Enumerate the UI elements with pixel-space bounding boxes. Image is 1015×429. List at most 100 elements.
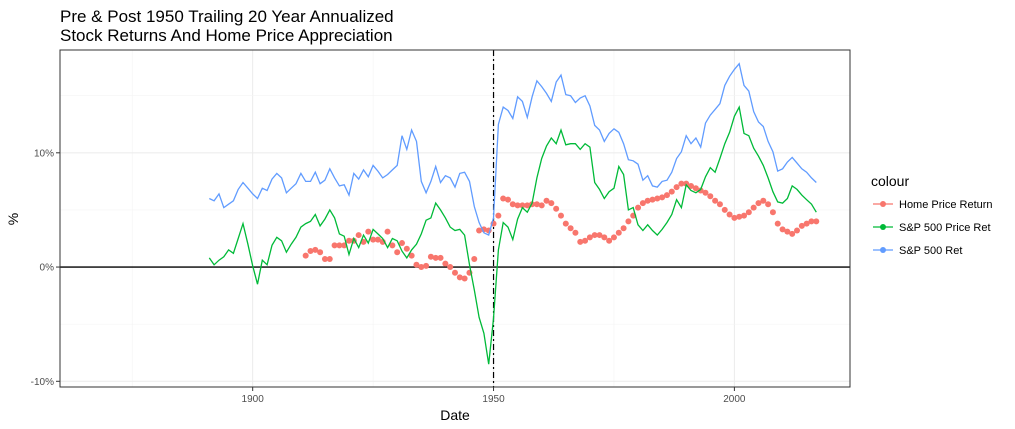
- series-point: [813, 218, 820, 225]
- series-point: [601, 234, 608, 241]
- series-point: [317, 249, 324, 256]
- series-point: [654, 195, 661, 202]
- y-tick-label: 0%: [40, 263, 55, 274]
- y-axis-ticks: -10% 0% 10%: [31, 148, 60, 388]
- series-point: [639, 200, 646, 207]
- series-point: [649, 196, 656, 203]
- series-point: [302, 252, 309, 259]
- series-point: [721, 206, 728, 213]
- series-point: [500, 195, 507, 202]
- series-point: [321, 256, 328, 263]
- series-point: [538, 202, 545, 209]
- x-axis-title: Date: [440, 407, 470, 423]
- series-point: [803, 220, 810, 227]
- series-point: [346, 237, 353, 244]
- series-point: [504, 196, 511, 203]
- series-point: [399, 240, 406, 247]
- series-point: [688, 182, 695, 189]
- series-point: [509, 201, 516, 208]
- series-point: [533, 201, 540, 208]
- series-point: [779, 226, 786, 233]
- series-point: [418, 264, 425, 271]
- series-point: [702, 189, 709, 196]
- series-point: [798, 222, 805, 229]
- series-point: [794, 227, 801, 234]
- series-point: [678, 180, 685, 187]
- legend-title: colour: [871, 173, 909, 189]
- series-point: [712, 197, 719, 204]
- series-point: [615, 229, 622, 236]
- series-point: [789, 230, 796, 237]
- series-point: [384, 228, 391, 235]
- series-point: [736, 213, 743, 220]
- chart-title-line-1: Pre & Post 1950 Trailing 20 Year Annuali…: [60, 7, 394, 26]
- series-point: [442, 260, 449, 267]
- series-point: [355, 232, 362, 239]
- series-point: [769, 209, 776, 216]
- x-axis-ticks: 1900 1950 2000: [242, 387, 746, 405]
- legend-label: Home Price Return: [899, 199, 993, 211]
- series-point: [331, 242, 338, 249]
- series-point: [548, 200, 555, 207]
- series-point: [606, 237, 613, 244]
- series-point: [596, 232, 603, 239]
- series-point: [683, 180, 690, 187]
- series-layer: [208, 62, 820, 365]
- legend: colour Home Price Return S&P 500 Price Re…: [871, 173, 993, 257]
- series-point: [557, 212, 564, 219]
- series-point: [567, 225, 574, 232]
- series-point: [760, 197, 767, 204]
- series-point: [553, 205, 560, 212]
- y-tick-label: 10%: [34, 148, 54, 159]
- series-point: [365, 228, 372, 235]
- series-point: [625, 218, 632, 225]
- legend-key-point: [880, 201, 886, 207]
- series-point: [741, 212, 748, 219]
- series-point: [370, 236, 377, 243]
- series-point: [514, 202, 521, 209]
- series-point: [784, 228, 791, 235]
- series-point: [408, 252, 415, 259]
- x-tick-label: 1900: [242, 394, 265, 405]
- series-point: [437, 254, 444, 261]
- series-point: [707, 193, 714, 200]
- series-point: [726, 211, 733, 218]
- series-point: [456, 274, 463, 281]
- series-point: [495, 212, 502, 219]
- series-point: [663, 192, 670, 199]
- series-point: [543, 197, 550, 204]
- series-point: [659, 194, 666, 201]
- series-point: [519, 202, 526, 209]
- series-point: [452, 269, 458, 276]
- series-point: [562, 220, 569, 227]
- series-point: [716, 201, 723, 208]
- series-point: [697, 187, 704, 194]
- x-tick-label: 2000: [723, 394, 746, 405]
- series-point: [610, 234, 617, 241]
- series-point: [307, 248, 314, 255]
- series-point: [403, 245, 410, 252]
- series-point: [447, 264, 454, 271]
- legend-key-point: [880, 247, 886, 253]
- legend-label: S&P 500 Price Ret: [899, 222, 991, 234]
- series-point: [668, 188, 675, 195]
- series-point: [374, 236, 381, 243]
- series-point: [432, 254, 439, 261]
- series-point: [427, 253, 434, 260]
- legend-key-point: [880, 224, 886, 230]
- series-point: [524, 202, 531, 209]
- series-point: [591, 232, 598, 239]
- series-point: [312, 246, 319, 253]
- chart-title-line-2: Stock Returns And Home Price Appreciatio…: [60, 26, 393, 45]
- series-point: [750, 204, 757, 211]
- series-point: [692, 185, 699, 192]
- series-point: [326, 256, 333, 263]
- x-tick-label: 1950: [482, 394, 505, 405]
- y-tick-label: -10%: [31, 377, 54, 388]
- series-point: [586, 234, 593, 241]
- series-point: [582, 237, 589, 244]
- series-point: [577, 238, 584, 245]
- legend-label: S&P 500 Ret: [899, 245, 962, 257]
- series-line: [209, 62, 817, 237]
